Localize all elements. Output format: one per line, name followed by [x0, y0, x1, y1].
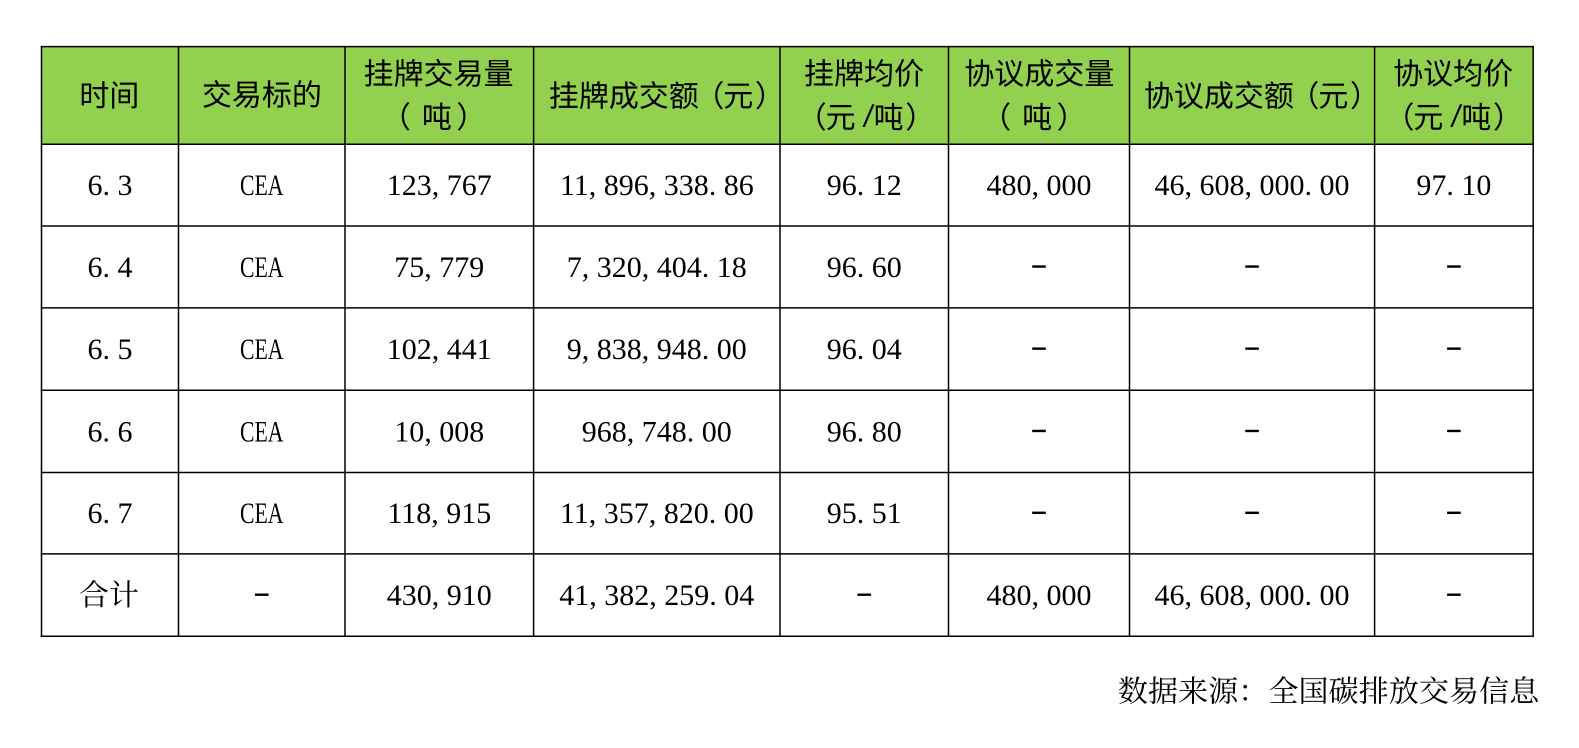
- svg-text:CEA: CEA: [240, 415, 284, 448]
- svg-text:41, 382, 259. 04: 41, 382, 259. 04: [559, 579, 754, 612]
- svg-text:75, 779: 75, 779: [394, 251, 484, 284]
- svg-text:7, 320, 404. 18: 7, 320, 404. 18: [567, 251, 747, 284]
- svg-text:CEA: CEA: [240, 497, 284, 530]
- svg-text:CEA: CEA: [240, 251, 284, 284]
- svg-text:430, 910: 430, 910: [387, 579, 492, 612]
- svg-text:97. 10: 97. 10: [1416, 169, 1491, 202]
- svg-text:6. 3: 6. 3: [88, 169, 133, 202]
- svg-text:6. 5: 6. 5: [88, 333, 133, 366]
- svg-text:46, 608, 000. 00: 46, 608, 000. 00: [1155, 169, 1350, 202]
- svg-text:6. 6: 6. 6: [88, 415, 133, 448]
- svg-text:CEA: CEA: [240, 333, 284, 366]
- svg-text:CEA: CEA: [240, 169, 284, 202]
- svg-text:102, 441: 102, 441: [387, 333, 492, 366]
- svg-text:96. 80: 96. 80: [827, 415, 902, 448]
- svg-text:968, 748. 00: 968, 748. 00: [582, 415, 732, 448]
- svg-text:96. 60: 96. 60: [827, 251, 902, 284]
- svg-text:10, 008: 10, 008: [394, 415, 484, 448]
- svg-text:480, 000: 480, 000: [987, 579, 1092, 612]
- svg-text:9, 838, 948. 00: 9, 838, 948. 00: [567, 333, 747, 366]
- svg-text:46, 608, 000. 00: 46, 608, 000. 00: [1155, 579, 1350, 612]
- svg-text:95. 51: 95. 51: [827, 497, 902, 530]
- svg-text:96. 12: 96. 12: [827, 169, 902, 202]
- svg-text:96. 04: 96. 04: [827, 333, 902, 366]
- svg-text:6. 7: 6. 7: [88, 497, 133, 530]
- svg-text:118, 915: 118, 915: [387, 497, 491, 530]
- svg-text:11, 896, 338. 86: 11, 896, 338. 86: [560, 169, 754, 202]
- svg-text:480, 000: 480, 000: [987, 169, 1092, 202]
- svg-text:123, 767: 123, 767: [387, 169, 492, 202]
- svg-text:11, 357, 820. 00: 11, 357, 820. 00: [560, 497, 754, 530]
- svg-text:6. 4: 6. 4: [88, 251, 133, 284]
